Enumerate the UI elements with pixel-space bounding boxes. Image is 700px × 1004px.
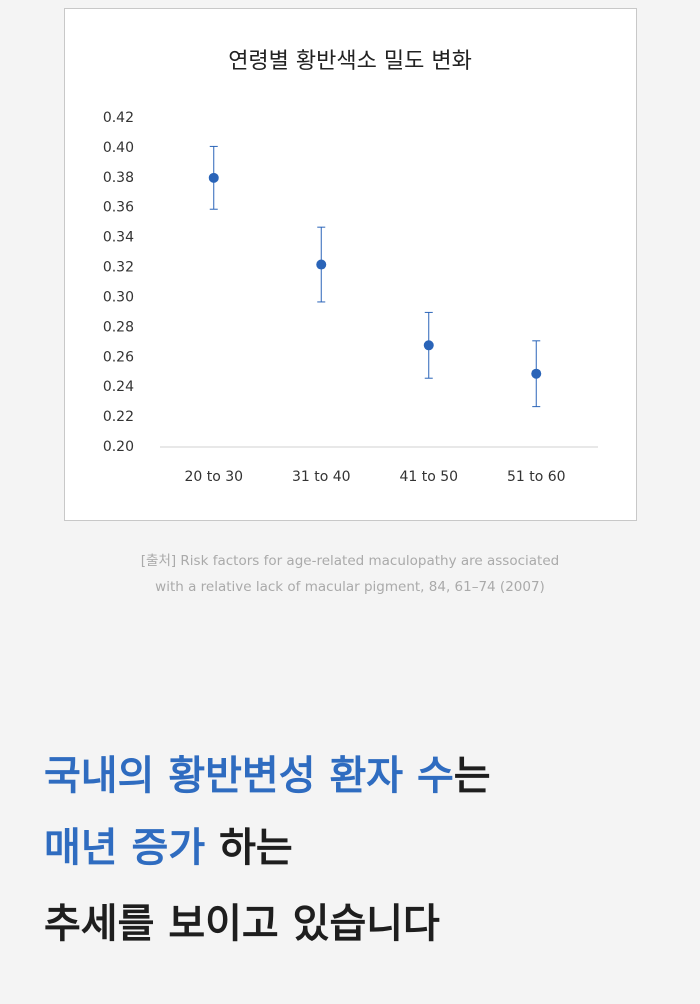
x-tick-label: 20 to 30 xyxy=(184,469,243,485)
y-tick-label: 0.38 xyxy=(103,170,134,186)
data-point xyxy=(423,340,434,351)
y-tick-label: 0.26 xyxy=(103,349,134,365)
y-tick-label: 0.22 xyxy=(103,409,134,425)
headline-line: 국내의 황반변성 환자 수는 xyxy=(44,753,491,799)
y-tick-label: 0.42 xyxy=(103,110,134,126)
headline-segment: 는 xyxy=(454,753,491,799)
chart-title: 연령별 황반색소 밀도 변화 xyxy=(228,49,472,74)
x-tick-label: 41 to 50 xyxy=(399,469,458,485)
x-tick-label: 31 to 40 xyxy=(292,469,351,485)
y-tick-label: 0.40 xyxy=(103,140,134,156)
caption: with a relative lack of macular pigment,… xyxy=(155,579,545,595)
x-tick-label: 51 to 60 xyxy=(507,469,566,485)
headline-line: 매년 증가 하는 xyxy=(44,825,293,871)
y-tick-label: 0.30 xyxy=(103,289,134,305)
data-point xyxy=(531,368,542,379)
y-tick-label: 0.24 xyxy=(103,379,134,395)
headline-segment: 매년 증가 xyxy=(44,825,205,871)
headline-line: 추세를 보이고 있습니다 xyxy=(44,901,440,947)
headline-segment: 추세를 보이고 있습니다 xyxy=(44,901,440,947)
data-point xyxy=(316,259,327,270)
data-point xyxy=(208,172,219,183)
y-tick-label: 0.36 xyxy=(103,200,134,216)
y-tick-label: 0.34 xyxy=(103,230,134,246)
headline-segment: 하는 xyxy=(205,825,293,871)
y-tick-label: 0.20 xyxy=(103,439,134,455)
y-tick-label: 0.28 xyxy=(103,319,134,335)
headline-segment: 국내의 황반변성 환자 수 xyxy=(44,753,454,799)
caption: [출처] Risk factors for age-related maculo… xyxy=(141,553,559,569)
chart-frame xyxy=(64,8,637,521)
y-tick-label: 0.32 xyxy=(103,260,134,276)
